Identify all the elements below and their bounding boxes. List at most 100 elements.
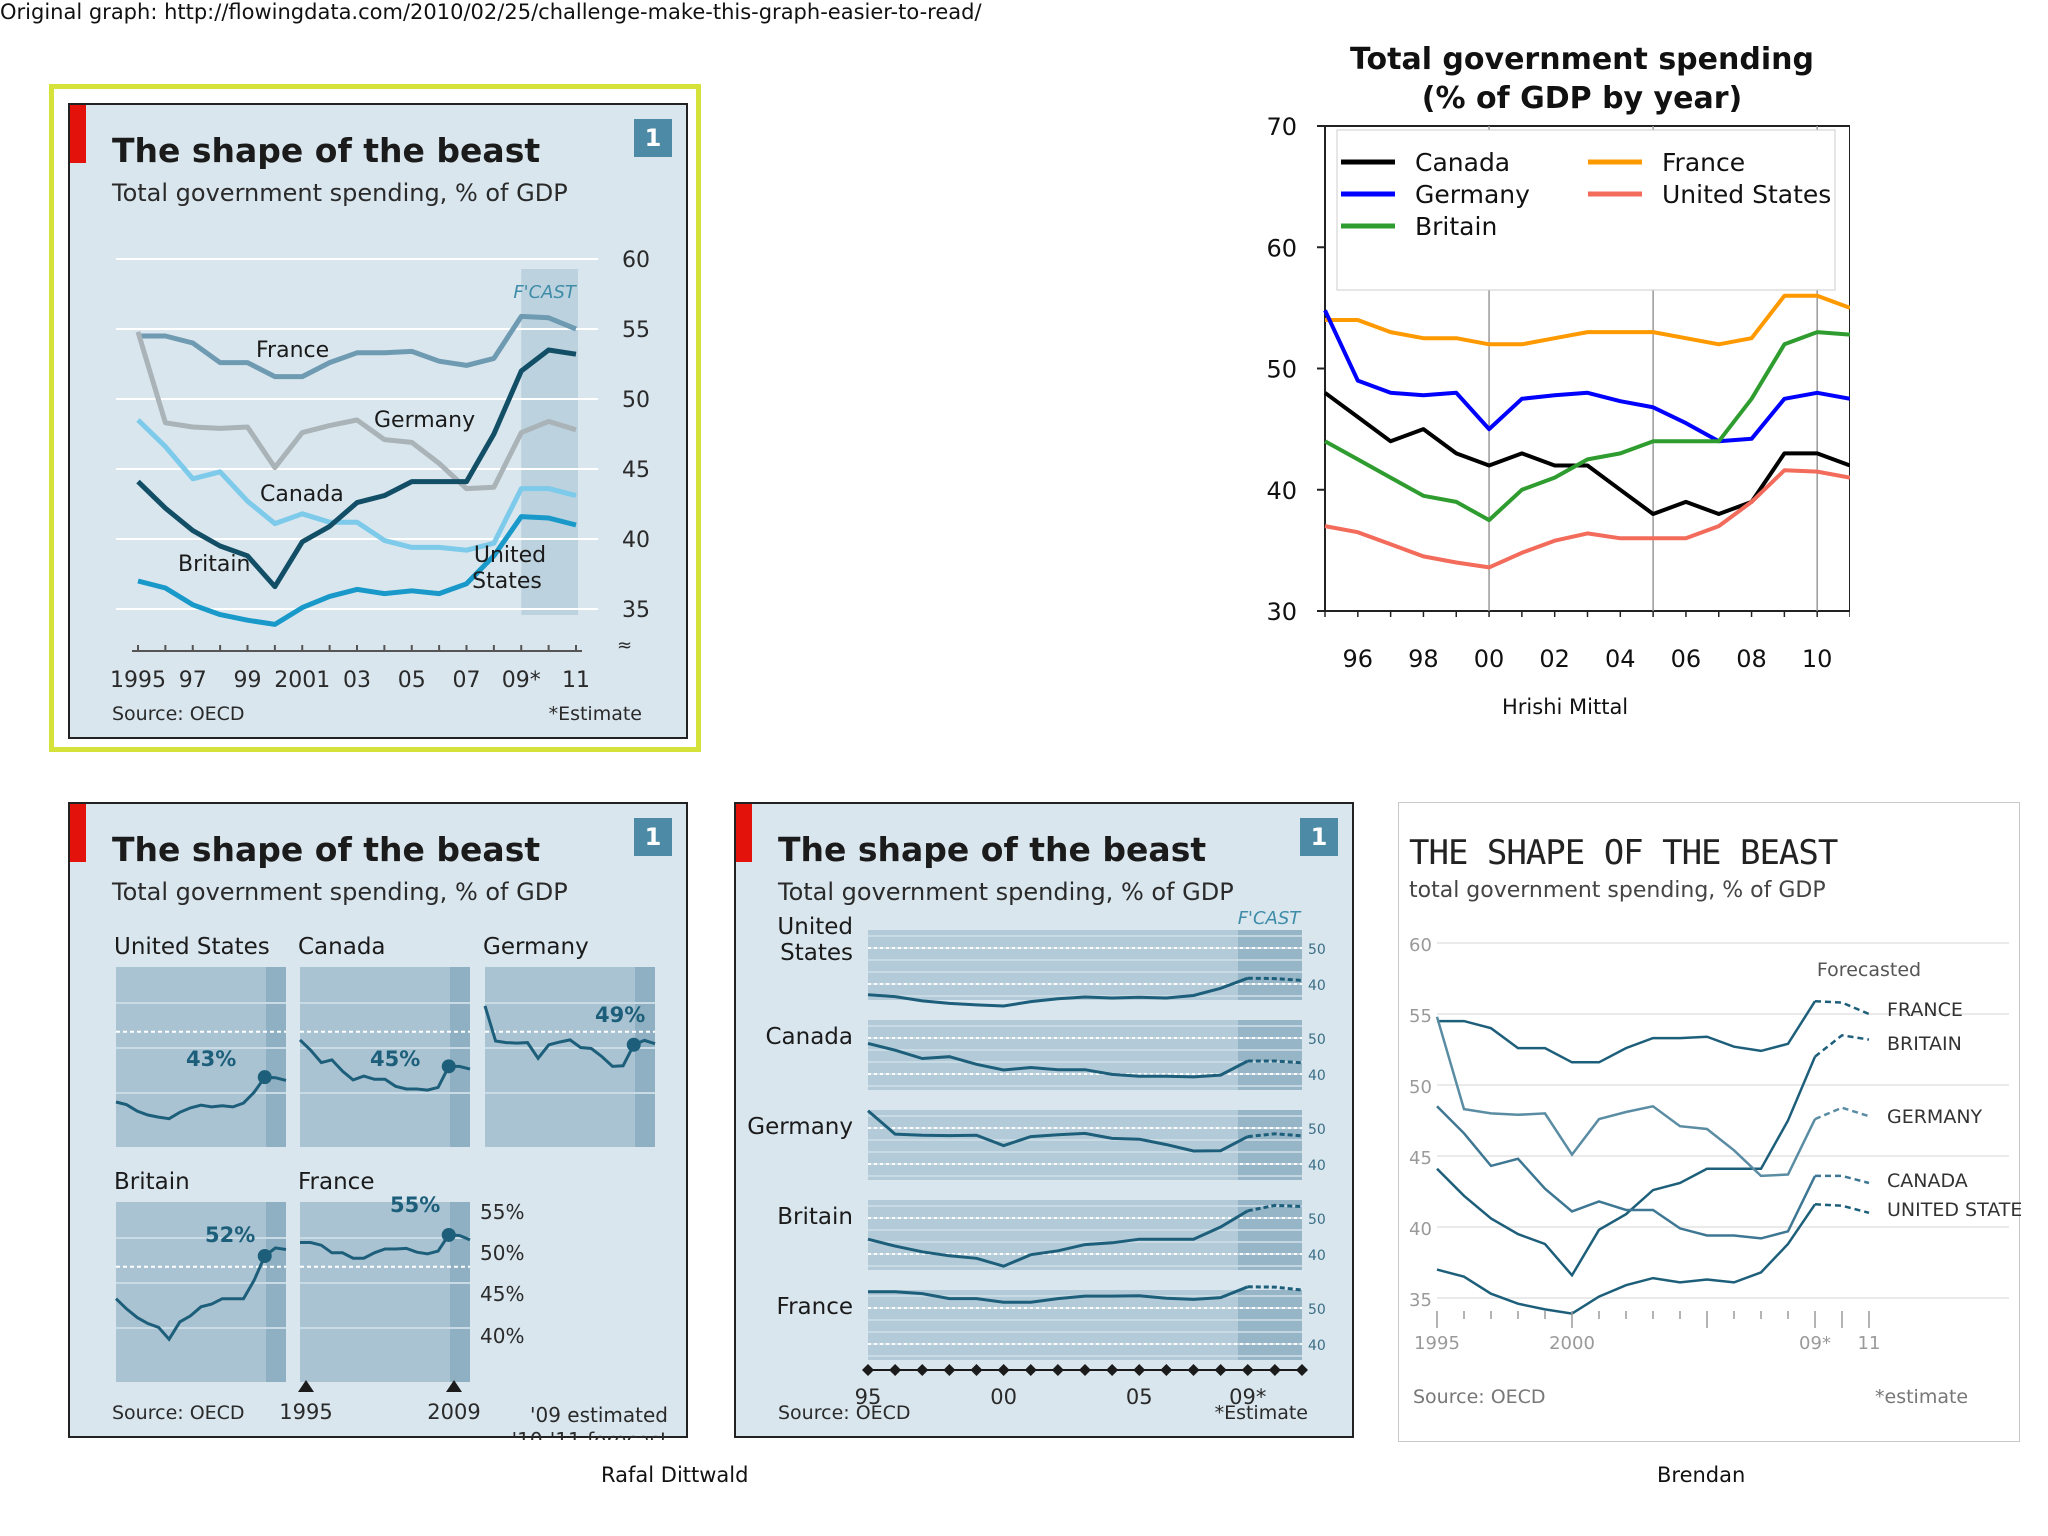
hrishi-chart-panel: Total government spending (% of GDP by ye… — [1230, 40, 1850, 720]
strip-series-line — [867, 976, 1249, 1008]
x-axis-diamond — [1051, 1364, 1064, 1376]
strip-series-line — [867, 1209, 1249, 1268]
chart-subtitle: Total government spending, % of GDP — [778, 878, 1234, 906]
strip-forecast-line — [1247, 1132, 1303, 1139]
y-tick-label: 40 — [622, 528, 650, 553]
y-tick-label: 40 — [1266, 477, 1297, 505]
estimate-note: *Estimate — [548, 703, 642, 725]
strip-tick-50: 50 — [1308, 1302, 1326, 1318]
small-multiple-bg — [116, 967, 286, 1147]
x-tick-label: 05 — [1126, 1385, 1153, 1409]
x-tick-label: 99 — [234, 668, 262, 693]
credit-hrishi: Hrishi Mittal — [1502, 695, 1629, 719]
forecast-band — [450, 967, 470, 1147]
axis-break-mark: ≈ — [617, 635, 632, 656]
series-label-us-line2: States — [472, 569, 542, 594]
series-line-germany — [135, 331, 577, 492]
series-line — [114, 1246, 287, 1342]
series-line-france — [138, 313, 577, 380]
credit-rafal: Rafal Dittwald — [601, 1463, 749, 1487]
source-note: Source: OECD — [778, 1402, 911, 1424]
callout-label: 45% — [370, 1047, 420, 1071]
rafal-small-multiples-panel: The shape of the beast Total government … — [68, 802, 688, 1440]
estimate-note: *Estimate — [1214, 1402, 1308, 1424]
x-axis-diamond — [1133, 1364, 1146, 1376]
x-axis-diamond — [1241, 1364, 1254, 1376]
small-multiple-bg — [116, 1202, 286, 1382]
x-tick-label: 11 — [562, 668, 590, 693]
small-multiple-title: Germany — [483, 934, 589, 960]
x-tick-label: 1995 — [279, 1400, 332, 1424]
chart-subtitle: Total government spending, % of GDP — [112, 179, 568, 207]
x-tick-label: 11 — [1858, 1333, 1881, 1354]
series-label-france: France — [256, 338, 329, 363]
x-axis-diamond — [1106, 1364, 1119, 1376]
strip-label-line1: United — [777, 914, 853, 940]
x-axis-diamond — [997, 1364, 1010, 1376]
x-axis-diamond — [1187, 1364, 1200, 1376]
strip-tick-40: 40 — [1308, 1068, 1326, 1084]
y-tick-label: 45 — [1409, 1148, 1432, 1169]
series-line-united-states — [1324, 468, 1850, 570]
brendan-line-chart: 60 55 50 45 40 35 Forecasted FRANCE BRITAIN GERMA… — [1409, 935, 2021, 1408]
series-line — [1436, 1105, 1817, 1240]
x-axis-diamond — [1160, 1364, 1173, 1376]
x-axis-diamond — [970, 1364, 983, 1376]
small-multiples-chart: United States 43% Canada 45% Germany 49% Brita… — [114, 934, 668, 1440]
source-note: Source: OECD — [112, 1402, 245, 1424]
y-tick-label: 35 — [1409, 1290, 1432, 1311]
latest-value-dot — [441, 1227, 456, 1242]
forecast-band — [450, 1202, 470, 1382]
series-forecast-line — [1814, 1203, 1870, 1215]
x-tick-label: 05 — [398, 668, 426, 693]
y-tick-label: 60 — [1266, 234, 1297, 262]
series-label: CANADA — [1887, 1170, 1968, 1192]
x-tick-label: 07 — [453, 668, 481, 693]
strip-tick-40: 40 — [1308, 978, 1326, 994]
y-tick-label: 55 — [622, 318, 650, 343]
chart-title-line1: Total government spending — [1350, 42, 1814, 77]
x-axis-diamond — [1296, 1364, 1308, 1376]
source-link[interactable]: Original graph: http://flowingdata.com/2… — [0, 0, 982, 24]
x-marker — [298, 1380, 314, 1392]
chart-number-badge: 1 — [634, 119, 672, 157]
x-tick-label: 09* — [1799, 1333, 1831, 1354]
forecast-band — [1238, 1290, 1302, 1360]
strip-tick-50: 50 — [1308, 1122, 1326, 1138]
estimate-note: *estimate — [1875, 1386, 1968, 1408]
legend-label: Canada — [1415, 148, 1510, 177]
y-tick-label: 40 — [1409, 1219, 1432, 1240]
latest-value-dot — [441, 1059, 456, 1074]
forecast-band — [266, 1202, 286, 1382]
series-line — [298, 1038, 471, 1092]
legend-label: Germany — [1415, 180, 1530, 209]
y-tick-label: 55% — [480, 1200, 524, 1224]
strip-tick-40: 40 — [1308, 1158, 1326, 1174]
original-highlight-frame — [49, 84, 701, 752]
series-forecast-line — [1815, 1174, 1870, 1185]
strip-forecast-line — [1247, 1203, 1303, 1213]
series-line — [300, 1233, 471, 1260]
y-tick-label: 35 — [622, 598, 650, 623]
forecast-band — [1238, 1110, 1302, 1180]
red-tab — [70, 804, 86, 862]
strip-bg — [868, 1020, 1302, 1090]
x-tick-label: 04 — [1605, 645, 1636, 673]
chart-title: The shape of the beast — [112, 131, 541, 170]
forecast-band — [1238, 1020, 1302, 1090]
x-tick-label: 06 — [1671, 645, 1702, 673]
x-tick-label: 00 — [990, 1385, 1017, 1409]
x-axis-diamond — [943, 1364, 956, 1376]
small-multiple-title: Britain — [114, 1169, 190, 1195]
callout-label: 43% — [186, 1047, 236, 1071]
x-axis-diamond — [1024, 1364, 1037, 1376]
series-line-germany — [1323, 309, 1850, 444]
strip-bg — [868, 1290, 1302, 1360]
small-multiple-title: France — [298, 1169, 374, 1195]
chart-subtitle: Total government spending, % of GDP — [112, 878, 568, 906]
legend-label: Britain — [1415, 212, 1497, 241]
forecast-label: Forecasted — [1817, 959, 1921, 981]
x-tick-label: 00 — [1474, 645, 1505, 673]
forecast-band — [635, 967, 655, 1147]
x-tick-label: 1995 — [110, 668, 166, 693]
